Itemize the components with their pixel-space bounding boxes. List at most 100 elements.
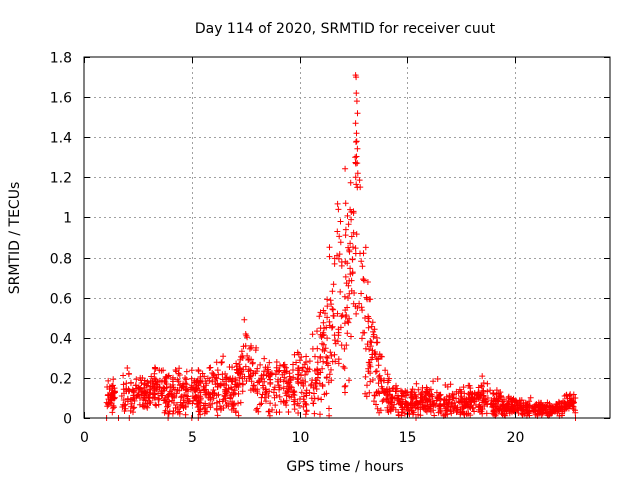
data-point — [326, 244, 333, 251]
data-point — [334, 228, 341, 235]
data-point — [362, 373, 369, 380]
data-point — [124, 395, 131, 402]
data-point — [209, 370, 216, 376]
data-point — [369, 319, 376, 326]
data-point — [161, 409, 168, 416]
data-point — [320, 358, 327, 365]
data-point — [479, 383, 485, 390]
data-point — [164, 393, 171, 400]
data-point — [561, 405, 568, 411]
data-point — [345, 319, 352, 326]
data-point — [254, 405, 261, 412]
data-point — [331, 332, 338, 339]
data-point — [300, 364, 306, 371]
data-point — [409, 399, 416, 406]
data-point — [249, 360, 256, 367]
data-point — [161, 377, 168, 384]
data-point — [245, 366, 252, 373]
data-point — [442, 382, 449, 388]
data-point — [347, 240, 354, 247]
data-point — [254, 390, 261, 397]
chart-title: Day 114 of 2020, SRMTID for receiver cuu… — [195, 21, 496, 37]
data-point — [572, 395, 579, 401]
data-point — [182, 375, 188, 381]
data-point — [507, 406, 514, 413]
data-point — [553, 401, 560, 407]
data-point — [311, 410, 318, 417]
data-point — [531, 407, 538, 414]
data-point — [233, 366, 240, 373]
data-point — [538, 399, 545, 406]
data-point — [373, 334, 380, 341]
data-point — [490, 390, 496, 397]
data-point — [256, 378, 263, 385]
data-point — [320, 331, 327, 338]
data-point — [266, 373, 272, 380]
data-point — [463, 410, 470, 417]
data-point — [128, 379, 134, 386]
data-point — [334, 310, 341, 317]
data-point — [310, 400, 317, 407]
data-point — [347, 179, 354, 186]
data-point — [348, 277, 355, 284]
data-point — [145, 395, 152, 401]
data-point — [392, 385, 399, 392]
data-point — [314, 366, 321, 373]
data-point — [337, 288, 344, 295]
data-point — [238, 348, 245, 355]
data-point — [194, 404, 201, 411]
y-tick-label: 0 — [63, 412, 72, 428]
data-point — [324, 314, 331, 321]
data-point — [261, 355, 268, 362]
data-point — [369, 347, 376, 354]
data-point — [349, 269, 356, 276]
data-point — [215, 391, 222, 398]
data-point — [120, 381, 127, 388]
data-point — [326, 371, 333, 378]
data-point — [221, 380, 228, 387]
data-point — [484, 395, 491, 401]
data-point — [160, 397, 167, 404]
data-point — [283, 397, 290, 404]
data-point — [399, 393, 405, 400]
data-point — [206, 377, 213, 384]
data-point — [183, 376, 190, 383]
data-point — [203, 380, 210, 387]
data-point — [169, 376, 176, 383]
data-point — [146, 400, 153, 407]
data-point — [120, 372, 127, 379]
data-point — [363, 393, 370, 400]
data-point — [240, 343, 247, 350]
data-point — [336, 233, 343, 240]
data-point — [342, 226, 349, 233]
data-point — [302, 411, 309, 418]
data-point — [133, 393, 140, 400]
data-point — [163, 374, 170, 381]
data-point — [367, 363, 374, 370]
axis-ticks: 0 0.2 0.4 0.6 0.8 1 1.2 1.4 1.6 1.8 0 5 10 15 20 — [50, 51, 610, 446]
data-point — [328, 352, 335, 359]
data-point — [395, 411, 402, 418]
data-point — [219, 376, 226, 383]
data-point — [359, 307, 366, 314]
data-point — [423, 403, 430, 410]
data-point — [364, 341, 371, 348]
data-point — [341, 293, 348, 300]
data-point — [152, 378, 159, 385]
data-point — [330, 306, 337, 313]
data-point — [291, 392, 298, 399]
data-point — [125, 370, 132, 377]
data-point — [185, 398, 192, 405]
x-tick-label: 0 — [80, 430, 89, 446]
data-point — [281, 374, 288, 381]
data-point — [345, 282, 352, 289]
data-point — [392, 394, 398, 401]
data-point — [341, 320, 348, 327]
data-point — [210, 389, 216, 396]
data-point — [415, 406, 421, 412]
data-point — [349, 256, 356, 263]
data-point — [429, 397, 436, 404]
data-point — [278, 398, 284, 405]
data-point — [539, 407, 546, 414]
data-point — [263, 391, 269, 397]
